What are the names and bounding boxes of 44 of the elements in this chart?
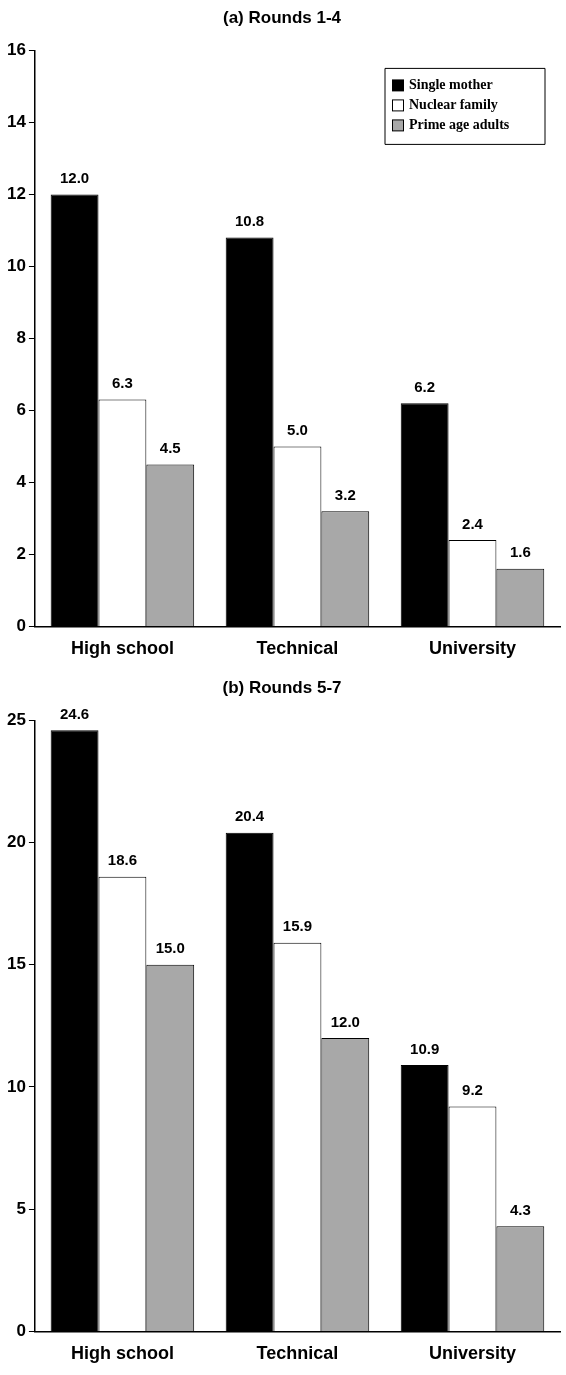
data-label: 9.2 [462,1081,483,1099]
y-tick-label: 12 [6,184,26,204]
chart-title: (a) Rounds 1-4 [222,7,342,27]
data-label: 6.2 [414,377,436,395]
data-label: 4.5 [159,439,181,457]
data-label: 6.3 [111,374,133,392]
y-tick-label: 10 [6,256,26,276]
chart-title: (b) Rounds 5-7 [222,677,342,697]
x-tick-label: High school [70,1343,174,1364]
y-tick-label: 25 [6,710,26,730]
legend-label: Prime age adults [409,117,510,133]
y-tick-label: 5 [16,1198,26,1218]
y-tick-label: 14 [6,112,27,132]
y-tick-label: 2 [16,544,26,564]
y-tick-label: 16 [6,40,26,60]
y-tick-label: 4 [16,472,27,492]
data-label: 3.2 [334,485,356,503]
data-label: 10.9 [410,1039,440,1057]
data-label: 5.0 [287,421,308,439]
y-tick-label: 20 [6,832,26,852]
x-tick-label: Technical [256,638,339,659]
y-tick-label: 8 [16,328,26,348]
y-tick-label: 0 [16,1321,26,1341]
data-label: 10.8 [235,212,265,230]
data-label: 15.9 [282,917,313,935]
data-label: 18.6 [107,851,138,869]
data-label: 20.4 [235,807,265,825]
data-label: 15.0 [155,939,185,957]
x-tick-label: Technical [256,1343,339,1364]
data-label: 1.6 [509,543,531,561]
x-tick-label: High school [70,638,174,659]
x-tick-label: University [428,638,517,659]
y-tick-label: 0 [16,616,26,636]
data-label: 4.3 [509,1200,531,1218]
data-label: 12.0 [59,169,90,187]
y-tick-label: 15 [6,954,26,974]
legend-label: Nuclear family [409,97,498,113]
legend-label: Single mother [409,77,493,93]
x-tick-label: University [428,1343,517,1364]
data-label: 24.6 [59,704,90,722]
data-label: 12.0 [330,1012,360,1030]
y-tick-label: 10 [6,1076,26,1096]
y-tick-label: 6 [16,400,26,420]
data-label: 2.4 [462,514,484,532]
